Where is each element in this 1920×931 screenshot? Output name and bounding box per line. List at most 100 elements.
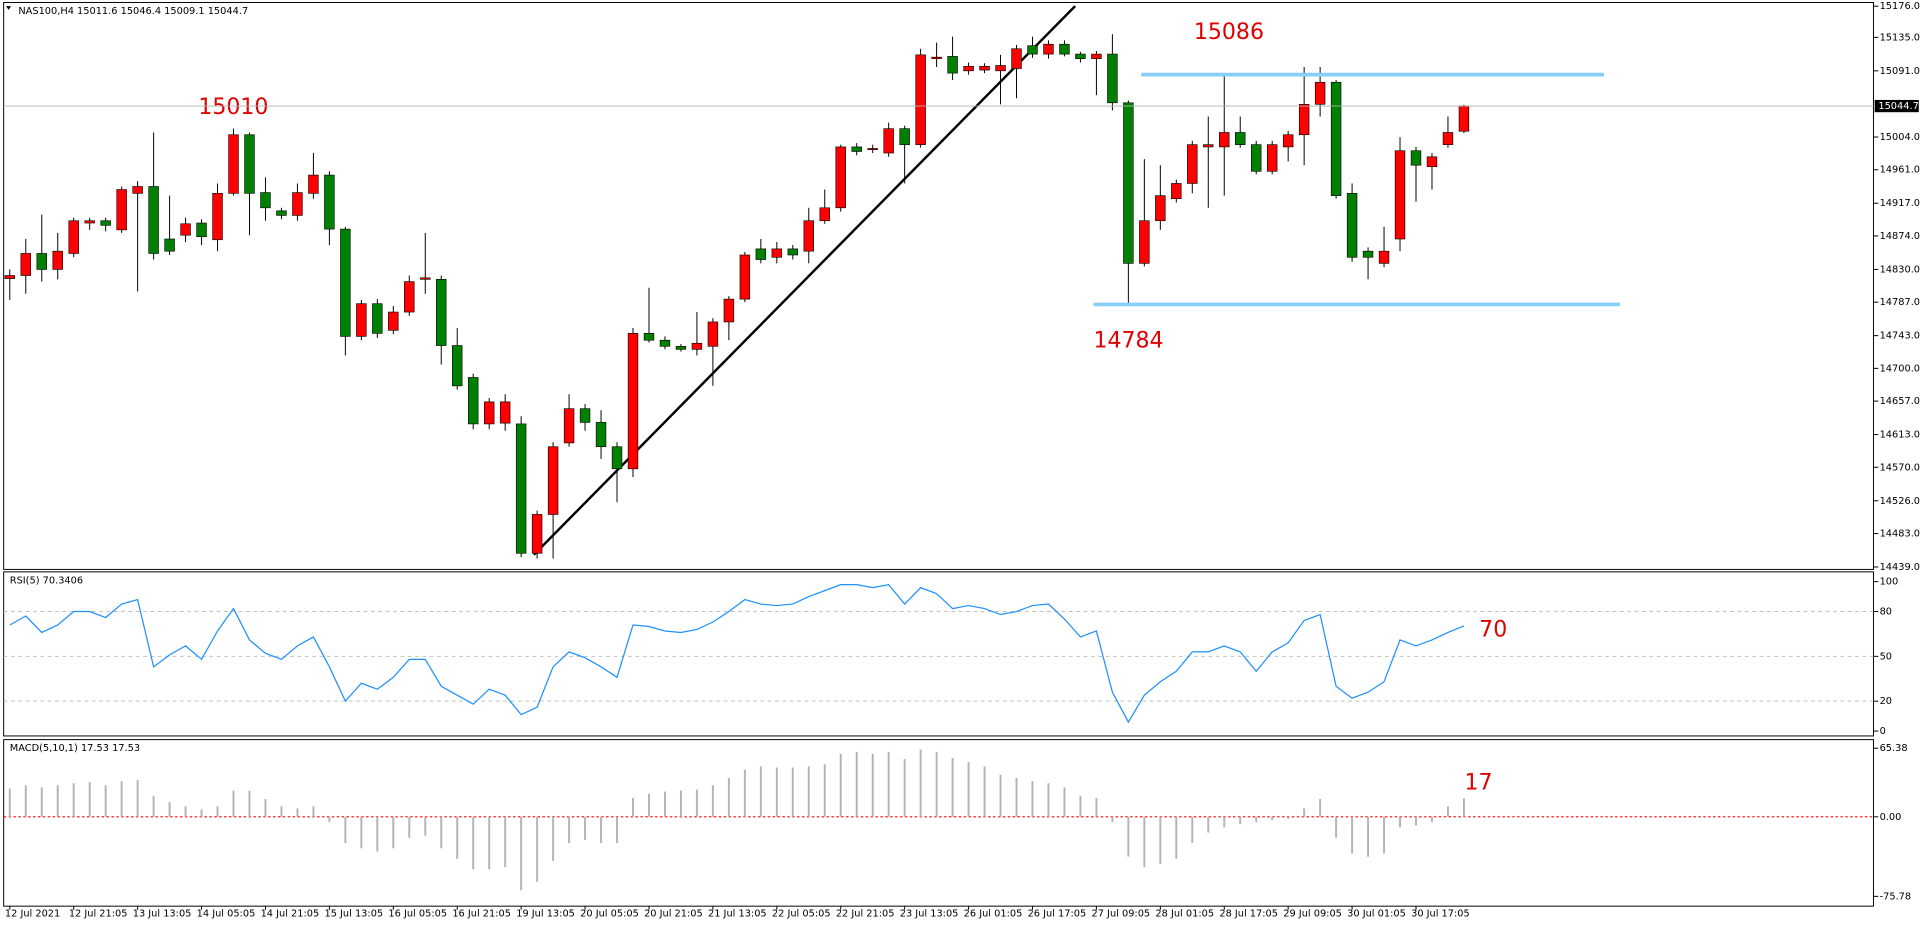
candle-body [659, 339, 671, 347]
y-tick-label: 15091.0 [1880, 66, 1920, 77]
y-tick-label: 0.00 [1880, 812, 1902, 823]
x-tick-label: 29 Jul 09:05 [1283, 909, 1342, 920]
candle-body [4, 275, 15, 279]
y-tick-label: 14787.0 [1880, 297, 1920, 308]
candle-body [851, 146, 862, 152]
x-tick-label: 28 Jul 17:05 [1219, 909, 1278, 920]
candle-body [755, 248, 767, 260]
rsi-panel [3, 571, 1874, 737]
candle-body [100, 220, 111, 226]
candle-body [356, 303, 367, 337]
macd-panel [3, 739, 1874, 907]
y-tick-label: -75.78 [1880, 891, 1912, 902]
candle-body [340, 228, 351, 337]
candle-body [228, 134, 239, 194]
rsi-title: RSI(5) 70.3406 [10, 575, 83, 586]
candle-body [1027, 45, 1038, 55]
candle-body [643, 333, 655, 341]
candle-body [292, 192, 303, 216]
x-tick-label: 15 Jul 13:05 [324, 909, 383, 920]
candle-body [1171, 183, 1182, 199]
candle-body [212, 193, 223, 241]
candle-body [52, 250, 63, 270]
x-tick-label: 28 Jul 01:05 [1155, 909, 1214, 920]
x-tick-label: 30 Jul 01:05 [1347, 909, 1406, 920]
level-label: 15086 [1194, 20, 1264, 45]
candle-body [244, 134, 255, 194]
candle-body [388, 311, 399, 331]
candle-body [148, 186, 159, 254]
candle-body [1378, 250, 1390, 264]
candle-body [883, 128, 894, 154]
candle-body [1426, 156, 1438, 168]
candle-body [1123, 102, 1134, 264]
candle-body [947, 56, 958, 74]
candle-body [819, 207, 830, 222]
y-tick-label: 14961.0 [1880, 165, 1920, 176]
candle-body [452, 345, 463, 387]
candle-body [1107, 53, 1118, 104]
candle-body [196, 222, 207, 238]
candle-body [20, 253, 31, 276]
plot-area [4, 34, 1470, 559]
annotation: 17 [1464, 771, 1492, 796]
y-tick-label: 14830.0 [1880, 264, 1920, 275]
x-tick-label: 19 Jul 13:05 [516, 909, 575, 920]
candle-body [1011, 48, 1022, 69]
candle-body [1410, 150, 1422, 166]
candle-body [627, 333, 639, 470]
candle-body [723, 298, 735, 323]
x-tick-label: 13 Jul 13:05 [133, 909, 192, 920]
candle-body [372, 303, 383, 334]
x-tick-label: 20 Jul 21:05 [644, 909, 703, 920]
candle-body [675, 345, 687, 350]
candle-body [995, 65, 1006, 72]
current-price-label: 15044.7 [1878, 101, 1918, 112]
candle-body [803, 220, 814, 252]
candle-body [1362, 250, 1374, 258]
y-tick-label: 15004.0 [1880, 132, 1920, 143]
candle-body [1394, 150, 1406, 240]
x-tick-label: 23 Jul 13:05 [900, 909, 959, 920]
x-tick-label: 16 Jul 21:05 [452, 909, 511, 920]
candle-body [1330, 81, 1342, 196]
y-tick-label: 14700.0 [1880, 363, 1920, 374]
x-tick-label: 26 Jul 01:05 [964, 909, 1023, 920]
x-tick-label: 12 Jul 2021 [5, 909, 60, 920]
candle-body [915, 54, 926, 145]
candle-body [1091, 53, 1102, 59]
candle-body [36, 253, 47, 270]
candle-body [595, 422, 607, 448]
candle-body [1282, 134, 1294, 148]
candle-body [515, 423, 527, 554]
y-tick-label: 50 [1880, 651, 1892, 662]
main-title: NAS100,H4 15011.6 15046.4 15009.1 15044.… [18, 6, 248, 17]
candle-body [787, 248, 799, 256]
candle-body [691, 342, 703, 350]
current-price-box [1874, 99, 1919, 113]
x-tick-label: 16 Jul 05:05 [388, 909, 447, 920]
annotation: 15010 [198, 95, 268, 120]
candle-body [1059, 43, 1070, 55]
candle-body [611, 446, 623, 470]
candle-body [436, 279, 447, 346]
candle-body [1187, 144, 1198, 184]
y-tick-label: 14570.0 [1880, 462, 1920, 473]
candle-body [1155, 195, 1166, 222]
candle-body [1235, 132, 1246, 145]
y-tick-label: 14613.0 [1880, 430, 1920, 441]
y-tick-label: 20 [1880, 696, 1892, 707]
candle-body [276, 210, 287, 216]
candle-body [931, 56, 942, 59]
candle-body [483, 401, 495, 425]
annotation: 70 [1479, 618, 1507, 643]
x-tick-label: 22 Jul 21:05 [836, 909, 895, 920]
candle-body [499, 401, 511, 424]
candle-body [739, 254, 751, 300]
trendline [533, 5, 1076, 556]
candle-body [164, 238, 175, 252]
y-tick-label: 14917.0 [1880, 198, 1920, 209]
x-tick-label: 27 Jul 09:05 [1092, 909, 1151, 920]
x-tick-label: 30 Jul 17:05 [1411, 909, 1470, 920]
candle-body [1266, 144, 1278, 172]
